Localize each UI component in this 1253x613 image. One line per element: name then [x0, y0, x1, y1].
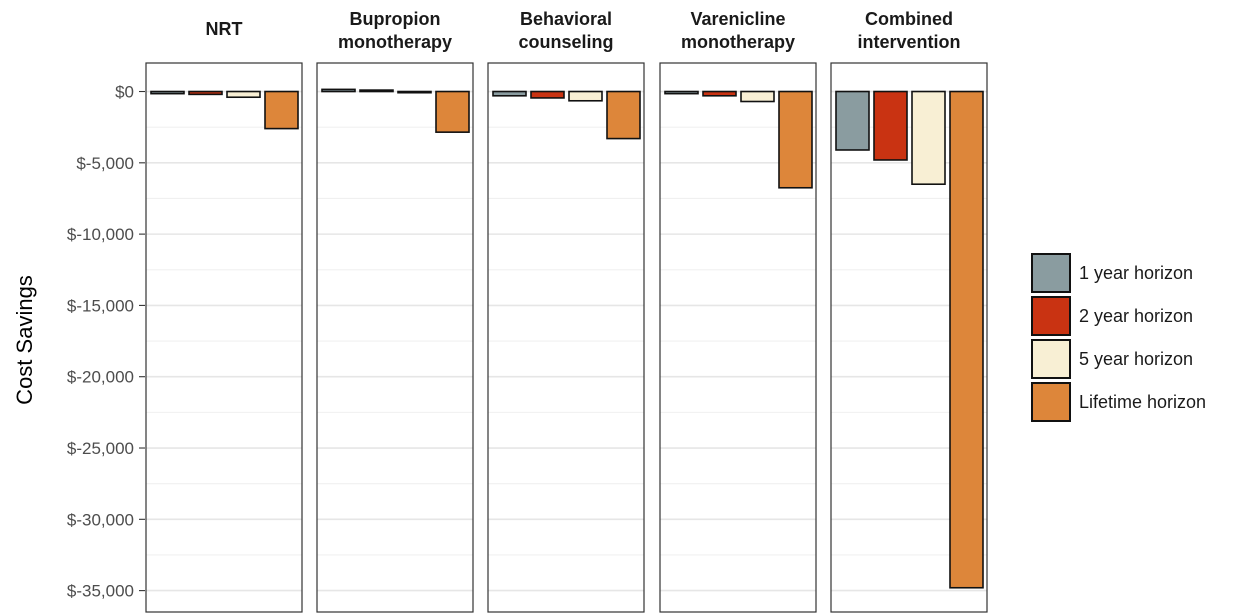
legend-label: 2 year horizon [1079, 306, 1193, 326]
facet-label: Bupropion monotherapy [338, 9, 452, 52]
bar [359, 89, 394, 93]
facet-label-line: monotherapy [338, 32, 452, 52]
facet-label-line: counseling [518, 32, 613, 52]
bar [188, 90, 223, 96]
facet-label: Behavioral counseling [518, 9, 613, 52]
bar [568, 90, 603, 102]
bar [778, 90, 813, 189]
legend-label: 5 year horizon [1079, 349, 1193, 369]
legend-key [1031, 253, 1071, 293]
bar [606, 90, 641, 140]
bar [740, 90, 775, 103]
bars [150, 88, 984, 589]
facet-label-line: Varenicline [690, 9, 785, 29]
y-tick-label: $-35,000 [67, 582, 134, 601]
legend-label: 1 year horizon [1079, 263, 1193, 283]
bar [702, 90, 737, 97]
bar [264, 90, 299, 130]
y-tick-label: $-25,000 [67, 439, 134, 458]
y-tick-label: $-10,000 [67, 225, 134, 244]
y-tick-label: $0 [115, 83, 134, 102]
y-axis-label: Cost Savings [12, 275, 37, 405]
bar [530, 90, 565, 99]
y-tick-label: $-5,000 [76, 154, 134, 173]
bar [492, 90, 527, 97]
bar [321, 88, 356, 93]
y-axis-ticks: $0 $-5,000 $-10,000 $-15,000 $-20,000 $-25,00… [67, 83, 145, 601]
bar [911, 90, 946, 186]
facet-label-line: Bupropion [350, 9, 441, 29]
bar [226, 90, 261, 99]
facet-label: NRT [206, 19, 243, 39]
y-tick-label: $-20,000 [67, 368, 134, 387]
bar [435, 90, 470, 133]
gridlines [146, 90, 987, 592]
facet-label-line: NRT [206, 19, 243, 39]
legend: 1 year horizon 2 year horizon 5 year horiz… [1031, 253, 1206, 422]
legend-label: Lifetime horizon [1079, 392, 1206, 412]
facet-label: Varenicline monotherapy [681, 9, 795, 52]
facet-label-line: Combined [865, 9, 953, 29]
panel-frames [145, 62, 988, 613]
y-tick-label: $-15,000 [67, 296, 134, 315]
bar [873, 90, 908, 161]
bar [150, 90, 185, 95]
bar [835, 90, 870, 151]
panel-frame [830, 62, 988, 613]
facet-label-line: Behavioral [520, 9, 612, 29]
legend-key [1031, 339, 1071, 379]
facet-label-line: monotherapy [681, 32, 795, 52]
y-tick-label: $-30,000 [67, 510, 134, 529]
legend-key [1031, 382, 1071, 422]
bar [397, 90, 432, 94]
panel-frame [145, 62, 303, 613]
facet-label-line: intervention [857, 32, 960, 52]
facet-strip-labels: NRT Bupropion monotherapy Behavioral counsel… [206, 9, 961, 52]
panel-frame [659, 62, 817, 613]
legend-key [1031, 296, 1071, 336]
bar [664, 90, 699, 95]
facet-label: Combined intervention [857, 9, 960, 52]
panel-frame [316, 62, 474, 613]
panel-frame [487, 62, 645, 613]
bar [949, 90, 984, 589]
